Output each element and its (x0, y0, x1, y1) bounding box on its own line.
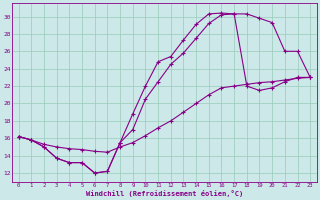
X-axis label: Windchill (Refroidissement éolien,°C): Windchill (Refroidissement éolien,°C) (86, 190, 243, 197)
